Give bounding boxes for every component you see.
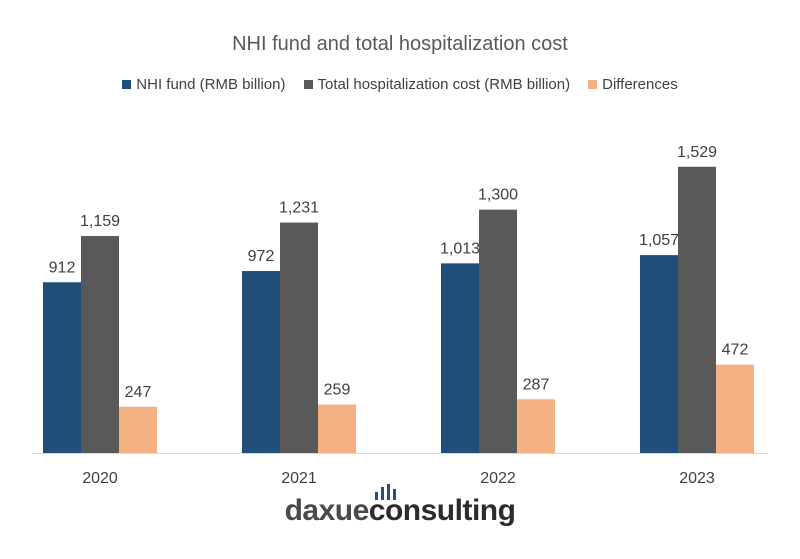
legend-item-nhi-fund: NHI fund (RMB billion) bbox=[122, 76, 286, 93]
data-label-nhi-fund-2020: 912 bbox=[49, 259, 76, 276]
x-tick-label-2021: 2021 bbox=[281, 470, 317, 487]
bar-differences-2023 bbox=[716, 364, 754, 453]
chart-plot-area: 912 1,159 247 2020 972 1,231 259 2021 1,013 1,300… bbox=[32, 144, 768, 487]
data-label-differences-2021: 259 bbox=[324, 382, 351, 399]
data-label-differences-2022: 287 bbox=[523, 376, 550, 393]
bar-nhi-fund-2020 bbox=[43, 282, 81, 453]
legend-swatch-total-cost bbox=[303, 80, 313, 89]
bar-total-cost-2023 bbox=[678, 166, 716, 454]
data-label-differences-2020: 247 bbox=[125, 384, 152, 401]
bar-chart-icon bbox=[374, 484, 396, 500]
legend-label-total-cost: Total hospitalization cost (RMB billion) bbox=[317, 76, 571, 93]
data-label-nhi-fund-2023: 1,057 bbox=[639, 232, 679, 249]
data-label-total-cost-2023: 1,529 bbox=[677, 144, 717, 161]
bar-differences-2020 bbox=[119, 406, 157, 453]
bar-differences-2022 bbox=[517, 399, 555, 453]
bar-nhi-fund-2022 bbox=[441, 263, 479, 453]
chart-title: NHI fund and total hospitalization cost bbox=[232, 33, 568, 55]
data-label-total-cost-2022: 1,300 bbox=[478, 187, 518, 204]
x-tick-label-2023: 2023 bbox=[679, 470, 715, 487]
legend-label-differences: Differences bbox=[602, 76, 678, 93]
bar-differences-2021 bbox=[318, 404, 356, 453]
legend-label-nhi-fund: NHI fund (RMB billion) bbox=[136, 76, 286, 93]
chart-legend: NHI fund (RMB billion) Total hospitaliza… bbox=[0, 76, 800, 93]
legend-item-total-cost: Total hospitalization cost (RMB billion) bbox=[303, 76, 571, 93]
bar-total-cost-2020 bbox=[81, 236, 119, 453]
bar-nhi-fund-2021 bbox=[242, 271, 280, 453]
bar-total-cost-2022 bbox=[479, 209, 517, 453]
legend-item-differences: Differences bbox=[588, 76, 678, 93]
legend-swatch-differences bbox=[588, 80, 598, 89]
bar-nhi-fund-2023 bbox=[640, 255, 678, 453]
data-label-nhi-fund-2021: 972 bbox=[248, 248, 275, 265]
data-label-total-cost-2021: 1,231 bbox=[279, 200, 319, 217]
data-label-total-cost-2020: 1,159 bbox=[80, 213, 120, 230]
legend-swatch-nhi-fund bbox=[122, 80, 132, 89]
bar-total-cost-2021 bbox=[280, 222, 318, 453]
brand-wordmark-daxue: daxue bbox=[284, 494, 370, 527]
brand-logo: daxueconsulting bbox=[0, 484, 800, 528]
x-tick-label-2020: 2020 bbox=[82, 470, 118, 487]
x-tick-label-2022: 2022 bbox=[480, 470, 516, 487]
data-label-differences-2023: 472 bbox=[722, 342, 749, 359]
data-label-nhi-fund-2022: 1,013 bbox=[440, 240, 480, 257]
